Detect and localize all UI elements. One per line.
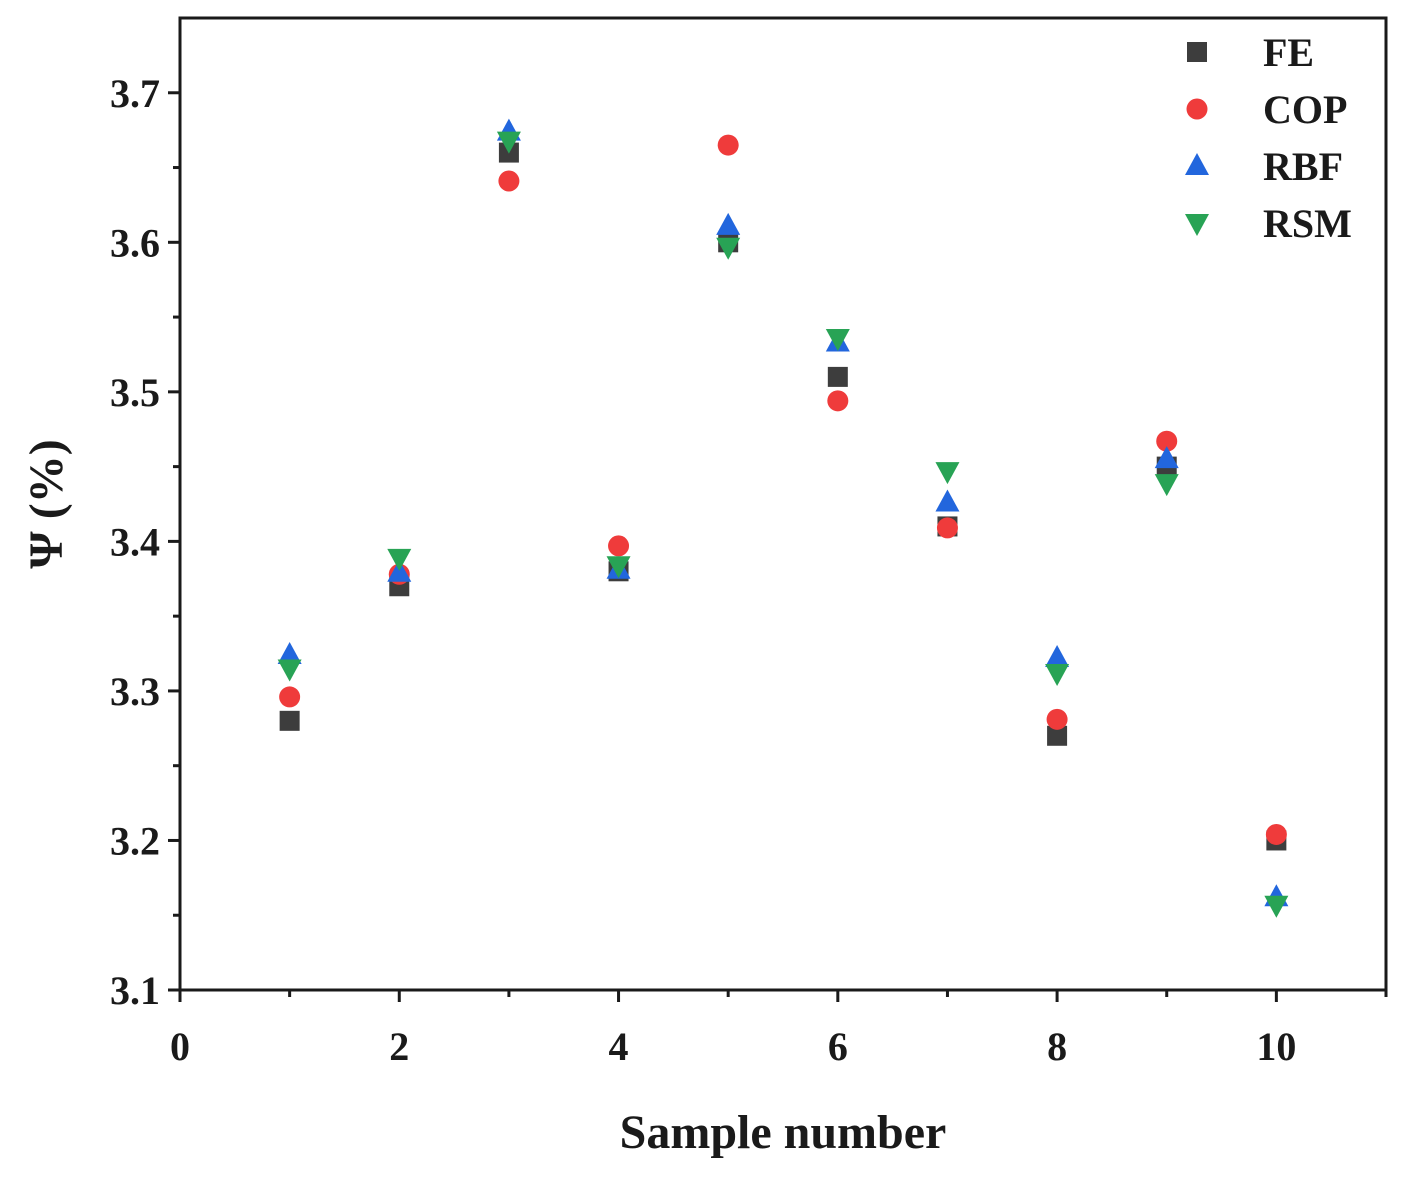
legend-marker-fe (1187, 42, 1207, 62)
point-rsm (825, 329, 850, 352)
point-rsm (1045, 663, 1070, 686)
legend-marker-rbf (1185, 153, 1209, 175)
point-cop (608, 535, 630, 557)
point-fe (279, 710, 300, 731)
legend-marker-cop (1186, 98, 1208, 120)
legend-marker-rsm (1185, 214, 1209, 236)
point-rsm (1154, 474, 1179, 497)
point-cop (279, 686, 301, 708)
point-cop (498, 170, 520, 192)
point-rsm (277, 659, 302, 682)
y-tick-label: 3.7 (110, 71, 160, 116)
legend-label-rsm: RSM (1263, 201, 1352, 246)
x-axis-title: Sample number (620, 1106, 947, 1159)
point-fe (1047, 725, 1068, 746)
point-rsm (716, 237, 741, 260)
point-rbf (716, 212, 741, 235)
x-tick-label: 4 (609, 1024, 629, 1069)
point-cop (1265, 823, 1287, 845)
y-axis-title: Ψ (%) (20, 439, 73, 568)
legend: FE COP RBF RSM (1185, 30, 1352, 246)
point-rsm (935, 462, 960, 485)
x-tick-label: 0 (170, 1024, 190, 1069)
point-cop (827, 390, 849, 412)
point-cop (1046, 708, 1068, 730)
point-rsm (606, 556, 631, 579)
legend-label-cop: COP (1263, 87, 1347, 132)
point-rsm (496, 131, 521, 154)
point-rsm (1264, 895, 1289, 918)
y-tick-label: 3.5 (110, 370, 160, 415)
x-tick-label: 6 (828, 1024, 848, 1069)
point-rbf (935, 489, 960, 512)
point-cop (1156, 430, 1178, 452)
y-axis: 3.1 3.2 3.3 3.4 3.5 3.6 3.7 (110, 71, 180, 1013)
data-points (277, 118, 1289, 918)
y-tick-label: 3.2 (110, 818, 160, 863)
x-tick-label: 2 (389, 1024, 409, 1069)
point-rsm (387, 548, 412, 571)
point-rbf (277, 642, 302, 665)
legend-label-rbf: RBF (1263, 144, 1343, 189)
x-tick-label: 10 (1256, 1024, 1296, 1069)
point-cop (936, 517, 958, 539)
y-tick-label: 3.6 (110, 220, 160, 265)
point-fe (827, 366, 848, 387)
plot-frame (178, 16, 1388, 992)
x-tick-label: 8 (1047, 1024, 1067, 1069)
point-cop (717, 134, 739, 156)
y-tick-label: 3.3 (110, 669, 160, 714)
x-axis: 0 2 4 6 8 10 (170, 990, 1388, 1069)
y-tick-label: 3.4 (110, 519, 160, 564)
point-rbf (1045, 645, 1070, 668)
legend-label-fe: FE (1263, 30, 1314, 75)
point-rbf (1154, 446, 1179, 469)
y-tick-label: 3.1 (110, 968, 160, 1013)
